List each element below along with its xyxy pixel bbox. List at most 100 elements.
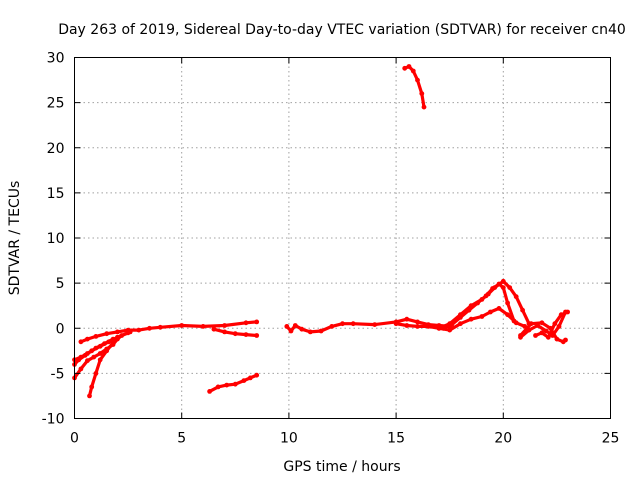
data-point [243, 332, 249, 337]
data-point [496, 306, 502, 311]
data-point [104, 348, 110, 354]
data-point [78, 339, 84, 345]
data-point [539, 330, 545, 336]
data-point [318, 328, 324, 334]
data-point [307, 329, 313, 335]
data-point [329, 324, 335, 329]
data-point [211, 326, 217, 332]
data-point [415, 77, 420, 83]
data-point [488, 309, 493, 315]
data-point [440, 325, 446, 331]
x-tick-label: 15 [387, 431, 405, 447]
data-point [558, 312, 564, 318]
data-point [102, 341, 107, 346]
data-point [78, 366, 84, 372]
y-tick-label: -5 [51, 366, 65, 382]
x-tick-label: 5 [177, 431, 186, 447]
data-point [87, 393, 92, 399]
y-tick-label: 30 [47, 51, 65, 67]
x-tick-label: 0 [70, 431, 79, 447]
data-point [93, 371, 99, 376]
data-point [404, 316, 410, 322]
data-point [410, 68, 416, 74]
data-point [157, 324, 163, 330]
data-point [543, 328, 549, 334]
grid [74, 57, 611, 419]
data-point [222, 323, 228, 328]
data-point [505, 312, 510, 318]
data-point [243, 320, 249, 326]
data-point [458, 315, 463, 320]
data-point [292, 323, 298, 328]
x-tick-label: 20 [494, 431, 512, 447]
data-point [207, 389, 213, 394]
data-point [475, 300, 480, 306]
data-point [147, 325, 152, 331]
data-point [224, 382, 230, 388]
data-point [447, 327, 453, 333]
y-tick-label: -10 [42, 412, 65, 428]
data-point [468, 316, 474, 322]
data-point [241, 378, 247, 383]
y-axis-label: SDTVAR / TECUs [7, 181, 23, 296]
data-point [91, 354, 97, 360]
data-point [93, 345, 99, 351]
data-point [232, 331, 238, 337]
series-layer [72, 64, 570, 399]
data-point [372, 322, 378, 327]
y-tick-label: 25 [47, 96, 65, 112]
data-point [533, 333, 538, 338]
data-point [518, 333, 523, 338]
data-point [104, 331, 110, 337]
y-tick-label: 5 [56, 276, 65, 292]
data-point [340, 321, 345, 327]
data-point [125, 327, 131, 333]
data-point [179, 323, 185, 328]
chart-title: Day 263 of 2019, Sidereal Day-to-day VTE… [58, 22, 626, 38]
y-tick-label: 0 [56, 321, 65, 337]
data-point [254, 319, 260, 325]
y-tick-label: 20 [47, 141, 65, 157]
data-point [110, 340, 116, 346]
ticks: 0 5 10 15 20 25 -10 -5 0 5 10 15 20 25 30 [42, 51, 620, 447]
data-point [89, 384, 95, 390]
data-point [500, 285, 506, 290]
data-point [545, 334, 551, 340]
data-point [479, 314, 485, 319]
data-point [449, 322, 455, 327]
data-point [254, 372, 260, 378]
data-point [97, 357, 103, 363]
y-tick-label: 10 [47, 231, 65, 247]
data-point [483, 293, 489, 299]
data-point [284, 324, 290, 329]
data-point [415, 324, 420, 329]
data-point [528, 321, 534, 327]
data-point [404, 323, 410, 328]
series-sat-h [285, 317, 452, 334]
data-point [520, 307, 525, 313]
data-point [554, 336, 560, 342]
data-point [425, 324, 431, 329]
x-tick-label: 10 [280, 431, 298, 447]
data-point [500, 278, 506, 284]
data-point [421, 104, 427, 110]
data-point [85, 351, 90, 356]
data-point [490, 286, 495, 291]
data-point [85, 336, 90, 342]
data-point [393, 321, 399, 327]
data-point [254, 333, 260, 338]
data-point [496, 281, 502, 287]
data-point [247, 375, 253, 381]
data-point [115, 329, 120, 335]
data-point [507, 285, 513, 290]
data-point [563, 337, 568, 343]
data-point [415, 319, 420, 325]
data-point [232, 381, 238, 387]
data-point [78, 354, 84, 360]
data-point [406, 64, 412, 69]
data-point [85, 358, 90, 364]
data-point [136, 327, 142, 333]
data-point [565, 309, 570, 315]
data-point [215, 384, 221, 390]
